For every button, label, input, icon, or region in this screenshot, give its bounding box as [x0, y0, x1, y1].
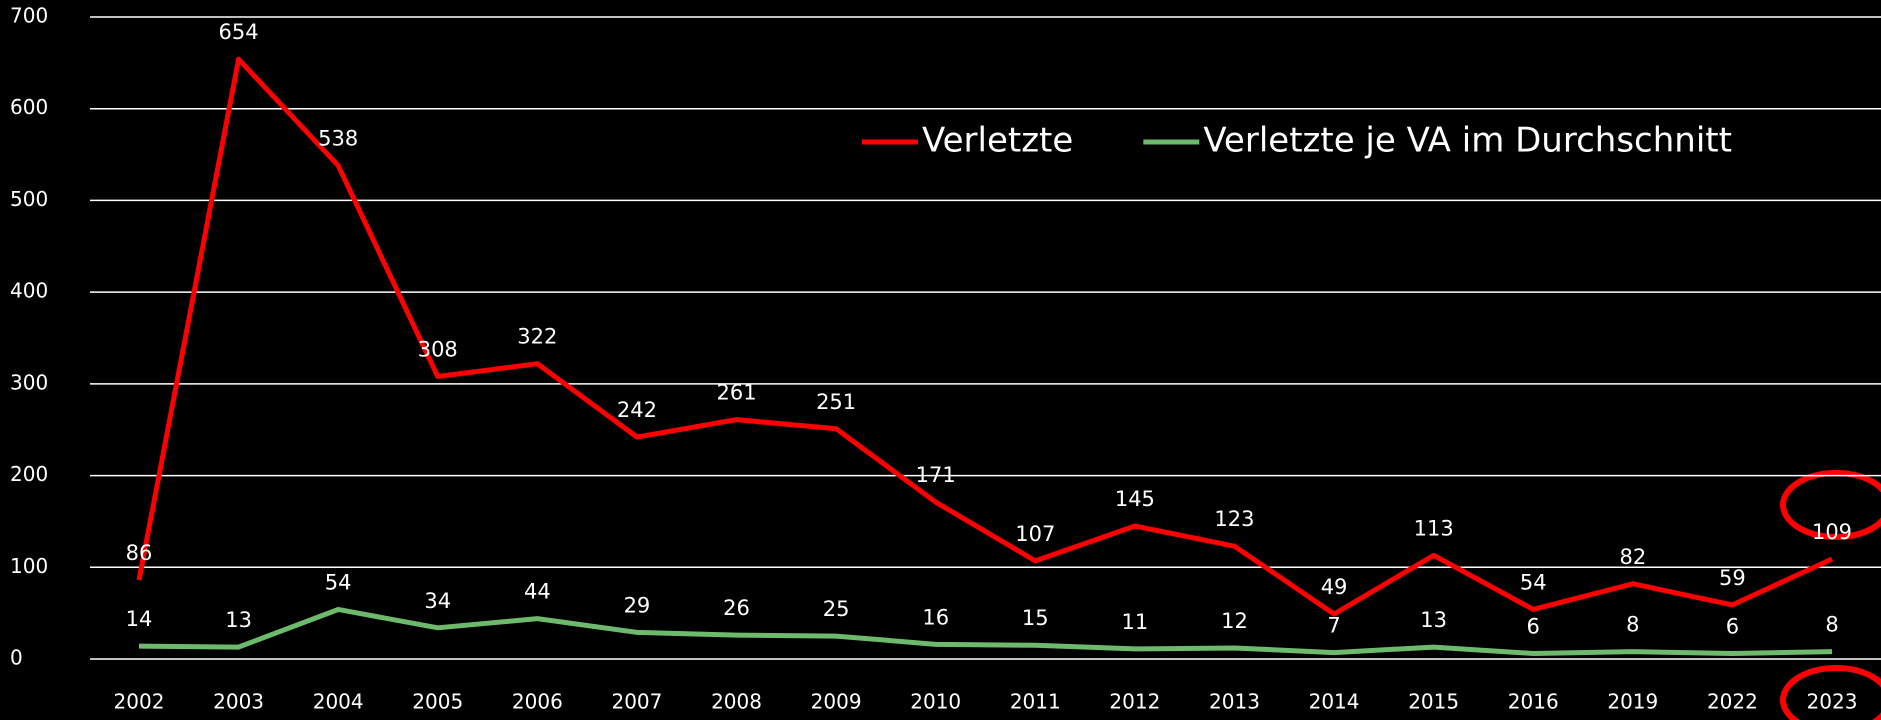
data-label: 49 — [1321, 575, 1348, 599]
data-label: 6 — [1527, 614, 1540, 638]
data-label: 25 — [823, 597, 850, 621]
x-tick-label: 2016 — [1508, 690, 1559, 714]
data-label: 654 — [219, 20, 259, 44]
data-label: 54 — [325, 570, 352, 594]
y-tick-label: 400 — [10, 279, 48, 303]
x-tick-label: 2003 — [213, 690, 264, 714]
data-label: 34 — [424, 589, 451, 613]
x-tick-label: 2022 — [1707, 690, 1758, 714]
x-tick-label: 2015 — [1408, 690, 1459, 714]
data-label: 15 — [1022, 606, 1049, 630]
data-label: 538 — [318, 127, 358, 151]
x-tick-label: 2013 — [1209, 690, 1260, 714]
data-label: 6 — [1726, 614, 1739, 638]
data-label: 109 — [1812, 520, 1852, 544]
x-tick-label: 2019 — [1607, 690, 1658, 714]
data-label: 308 — [418, 338, 458, 362]
data-label: 251 — [816, 390, 856, 414]
line-series — [136, 56, 1834, 617]
x-tick-label: 2010 — [910, 690, 961, 714]
data-label: 59 — [1719, 566, 1746, 590]
x-tick-label: 2008 — [711, 690, 762, 714]
data-label: 7 — [1327, 614, 1340, 638]
data-label: 107 — [1015, 522, 1055, 546]
x-tick-label: 2011 — [1010, 690, 1061, 714]
data-label: 29 — [624, 593, 651, 617]
data-label: 8 — [1626, 613, 1639, 637]
x-tick-label: 2005 — [412, 690, 463, 714]
data-label: 13 — [1420, 608, 1447, 632]
data-label: 86 — [126, 541, 153, 565]
legend-label: Verletzte — [922, 121, 1073, 161]
x-tick-label: 2004 — [313, 690, 364, 714]
data-label: 145 — [1115, 487, 1155, 511]
legend-label: Verletzte je VA im Durchschnitt — [1203, 121, 1732, 161]
y-tick-label: 0 — [10, 646, 23, 670]
x-tick-label: 2023 — [1807, 690, 1858, 714]
data-label: 16 — [922, 605, 949, 629]
x-tick-label: 2007 — [611, 690, 662, 714]
highlight-circle — [1780, 665, 1881, 720]
data-label: 322 — [517, 325, 557, 349]
y-tick-label: 500 — [10, 187, 48, 211]
highlight-circle — [1780, 470, 1881, 540]
data-label: 14 — [126, 607, 153, 631]
data-label: 13 — [225, 608, 252, 632]
data-label: 11 — [1122, 610, 1149, 634]
y-tick-label: 300 — [10, 370, 48, 394]
data-label: 82 — [1619, 545, 1646, 569]
data-label: 8 — [1825, 613, 1838, 637]
data-label: 261 — [716, 381, 756, 405]
y-tick-label: 100 — [10, 554, 48, 578]
y-tick-label: 600 — [10, 95, 48, 119]
data-label: 113 — [1414, 516, 1454, 540]
y-tick-label: 700 — [10, 4, 48, 28]
x-tick-label: 2006 — [512, 690, 563, 714]
y-tick-label: 200 — [10, 462, 48, 486]
data-label: 12 — [1221, 609, 1248, 633]
x-tick-label: 2014 — [1309, 690, 1360, 714]
data-label: 123 — [1214, 507, 1254, 531]
x-tick-label: 2009 — [811, 690, 862, 714]
x-tick-label: 2002 — [114, 690, 165, 714]
x-tick-label: 2012 — [1109, 690, 1160, 714]
data-label: 54 — [1520, 570, 1547, 594]
data-label: 26 — [723, 596, 750, 620]
line-series — [138, 606, 1833, 656]
data-label: 171 — [916, 463, 956, 487]
data-label: 44 — [524, 580, 551, 604]
data-label: 242 — [617, 398, 657, 422]
